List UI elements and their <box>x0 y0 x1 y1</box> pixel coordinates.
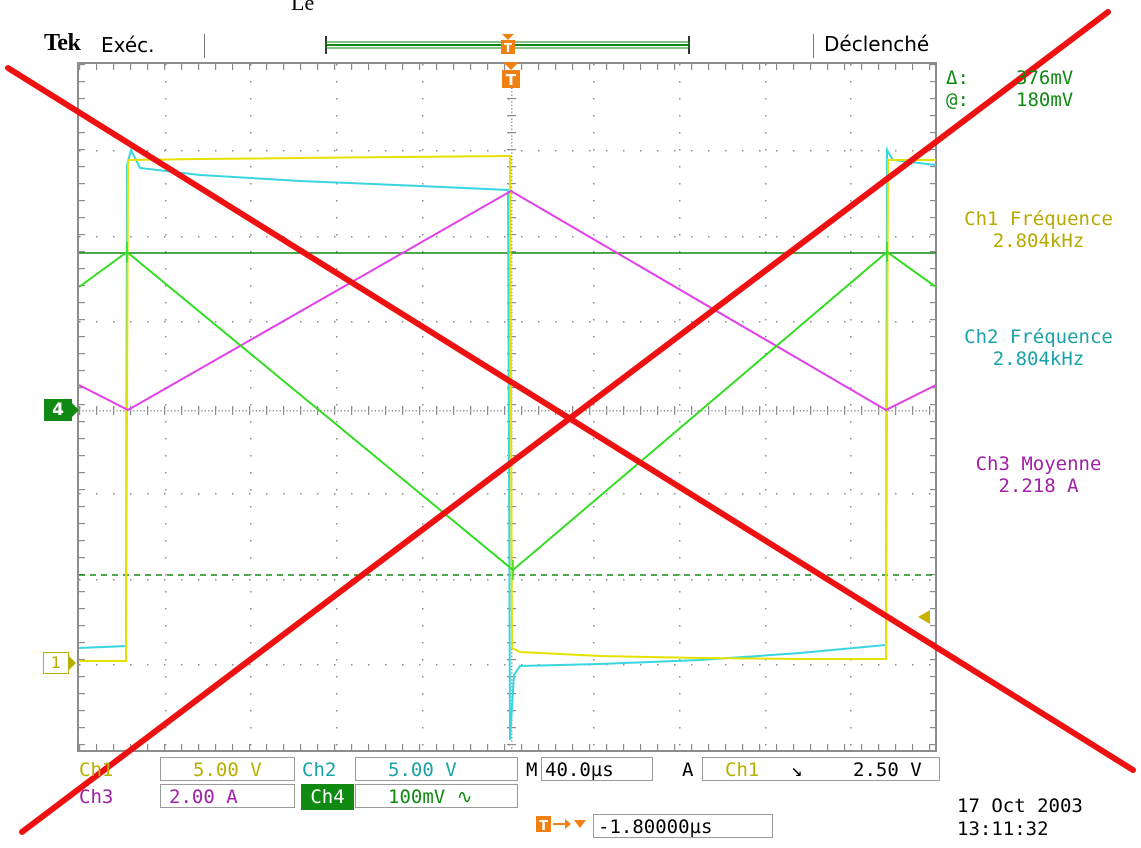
ch4-scale-value: 100mV ∿ <box>388 786 473 808</box>
ch4-ground-marker[interactable]: 4 <box>44 399 72 421</box>
ch2-measurement-name: Ch2 Fréquence <box>964 326 1113 348</box>
ch4-marker-arrow-icon <box>72 403 79 417</box>
ch1-scale-box[interactable]: 5.00 V <box>160 757 295 781</box>
svg-text:T: T <box>504 41 513 55</box>
svg-text:T: T <box>506 71 517 89</box>
ch1-measurement-name: Ch1 Fréquence <box>964 208 1113 230</box>
svg-text:T: T <box>539 819 548 834</box>
timebase-label: M <box>526 759 538 781</box>
header-divider <box>813 34 814 58</box>
trigger-position-value: -1.80000µs <box>598 816 713 838</box>
trigger-position-icon: T <box>501 34 515 55</box>
ch3-measurement-name: Ch3 Moyenne <box>975 453 1102 475</box>
timebase-box[interactable]: 40.0µs <box>541 757 653 781</box>
cursor-delta-label: Δ: <box>946 67 969 89</box>
trigger-level-icon <box>918 610 930 624</box>
cursor-at-label: @: <box>946 89 969 111</box>
run-status: Exéc. <box>101 33 155 57</box>
ch3-label: Ch3 <box>79 786 114 808</box>
ch2-scale-box[interactable]: 5.00 V <box>355 757 518 781</box>
trigger-slope-icon: ↘ <box>791 759 803 781</box>
ch4-scale-box[interactable]: 100mV ∿ <box>355 784 518 808</box>
ch3-scale-box[interactable]: 2.00 A <box>160 784 295 808</box>
graticule-grid <box>79 64 937 750</box>
header-divider <box>204 34 205 58</box>
trigger-readout-box[interactable]: Ch1 ↘ 2.50 V <box>702 757 940 781</box>
ch1-ground-marker[interactable]: 1 <box>43 652 69 674</box>
trigger-level: 2.50 V <box>853 759 922 781</box>
caption-fragment: Le <box>291 0 315 15</box>
cross-stroke <box>19 9 1111 835</box>
trigger-position-arrow-icon: T <box>536 816 586 834</box>
ch1-label: Ch1 <box>79 759 114 781</box>
record-position-bar: T <box>325 34 690 55</box>
cursor-delta-value: 376mV <box>1016 67 1074 89</box>
trigger-status: Déclenché <box>824 32 930 56</box>
brand-logo: Tek <box>44 30 81 56</box>
timebase-value: 40.0µs <box>545 759 614 781</box>
trigger-mode: A <box>682 759 694 781</box>
time-readout: 13:11:32 <box>957 818 1049 840</box>
ch3-trace <box>78 189 937 412</box>
ch1-marker-arrow-icon <box>69 656 76 670</box>
ch3-scale-value: 2.00 A <box>169 786 238 808</box>
date-readout: 17 Oct 2003 <box>957 795 1083 817</box>
ch1-scale-value: 5.00 V <box>193 759 262 781</box>
trigger-marker-icon: T <box>502 62 520 89</box>
ch4-label: Ch4 <box>301 784 354 810</box>
ch1-measurement-value: 2.804kHz <box>992 230 1085 252</box>
cursor-at-value: 180mV <box>1016 89 1074 111</box>
ch3-measurement-value: 2.218 A <box>998 475 1079 497</box>
ch2-scale-value: 5.00 V <box>388 759 457 781</box>
ch2-measurement-value: 2.804kHz <box>992 348 1085 370</box>
ch2-label: Ch2 <box>302 759 337 781</box>
trigger-position-box[interactable]: -1.80000µs <box>593 814 773 838</box>
trigger-source: Ch1 <box>725 759 760 781</box>
